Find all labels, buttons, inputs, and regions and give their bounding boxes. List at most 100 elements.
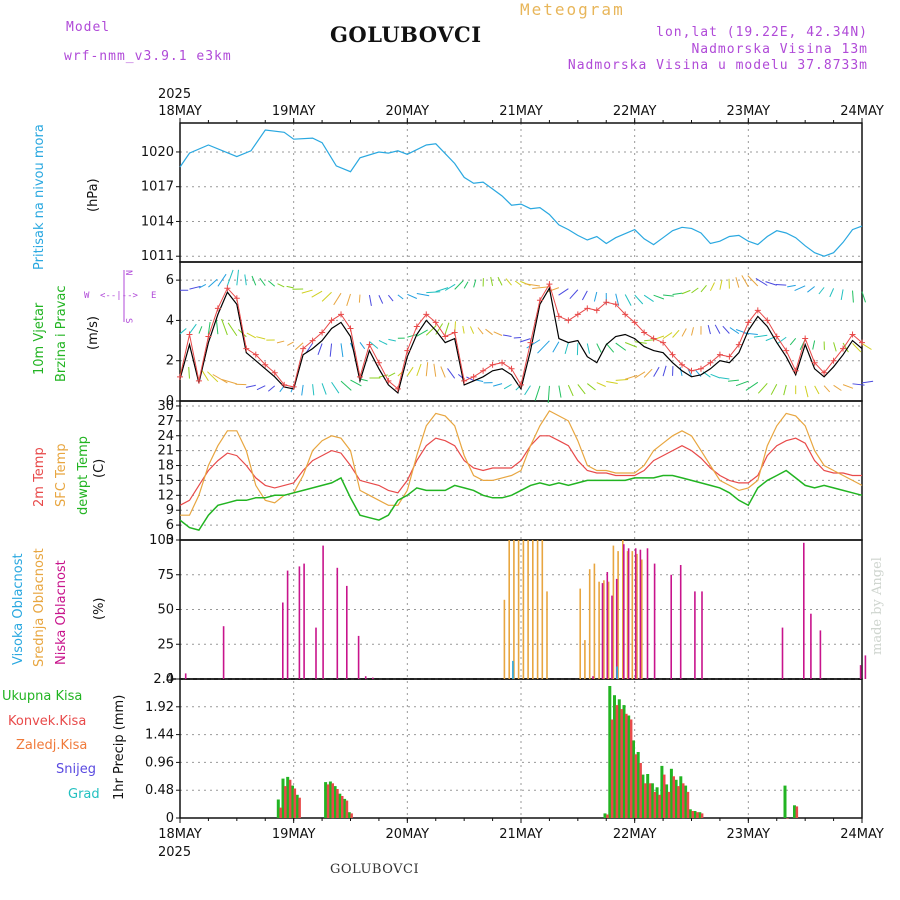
- cloud-unit: (%): [92, 598, 107, 621]
- wind-gust-marker: [754, 307, 761, 314]
- wind-barb: [722, 325, 730, 334]
- total-precip-bar: [328, 781, 332, 818]
- wind-barb: [567, 384, 574, 397]
- conv-precip-bar: [663, 774, 666, 818]
- wind-barb: [643, 294, 654, 303]
- precip-panel-frame: [179, 678, 863, 819]
- wind-barb: [663, 294, 674, 297]
- low-cloud-label: Niska Oblacnost: [54, 560, 69, 665]
- wind-barb: [789, 338, 797, 346]
- conv-precip-bar: [610, 719, 614, 818]
- wind-barb: [406, 366, 414, 377]
- low-cloud-bar: [184, 673, 187, 679]
- wind-barb: [286, 285, 294, 289]
- low-cloud-bar: [336, 567, 339, 679]
- conv-precip-bar: [606, 814, 609, 818]
- wind-barb: [672, 292, 683, 295]
- wind-barb: [221, 379, 237, 385]
- model-label: Model: [66, 20, 111, 35]
- wind-barb: [473, 279, 477, 288]
- high-cloud-label: Visoka Oblacnost: [11, 553, 26, 665]
- compass-west: W: [84, 291, 90, 301]
- temp-tick-label: 24: [157, 429, 174, 444]
- wind-barb: [207, 371, 219, 383]
- wind-gust-marker: [764, 317, 771, 324]
- low-cloud-bar: [627, 548, 630, 679]
- wind-barb: [577, 384, 586, 395]
- conv-precip-bar: [639, 763, 642, 818]
- conv-precip-bar: [648, 783, 652, 819]
- wind-gust-marker: [688, 367, 695, 374]
- low-cloud-bar: [819, 630, 822, 679]
- mid-cloud-bar: [636, 553, 638, 679]
- wind-barb: [823, 385, 831, 393]
- conv-precip-bar: [629, 719, 633, 818]
- wind-barb: [340, 343, 344, 358]
- total-precip-bar: [783, 785, 787, 818]
- wind-barb: [634, 371, 646, 379]
- wind-gust-marker: [650, 335, 657, 342]
- precip-tick-label: 0.96: [145, 755, 174, 770]
- wind-barb: [586, 383, 596, 391]
- pressure-panel-frame: [179, 122, 863, 263]
- low-cloud-bar: [670, 574, 672, 680]
- precip-tick-label: 1.44: [145, 728, 174, 743]
- wind-barb: [757, 382, 768, 394]
- wind-barb: [743, 332, 758, 336]
- total-precip-bar: [627, 715, 631, 818]
- day-label-top: 22MAY: [613, 104, 657, 119]
- wind-gust-marker: [366, 341, 373, 348]
- temp-tick-label: 30: [157, 399, 174, 414]
- conv-precip-bar: [336, 789, 339, 818]
- wind-gust-marker: [783, 347, 790, 354]
- wind-gust-marker: [480, 367, 487, 374]
- wind-barb: [416, 363, 422, 377]
- wind-barb: [526, 339, 541, 349]
- wind-barb: [691, 287, 699, 294]
- total-precip-bar: [674, 779, 678, 818]
- total-precip-bar: [636, 752, 640, 818]
- wind-gust-marker: [716, 351, 723, 358]
- conv-precip-bar: [284, 786, 287, 818]
- mid-cloud-bar: [513, 540, 515, 679]
- wind-gust-marker: [499, 359, 506, 366]
- total-precip-bar: [617, 699, 621, 818]
- conv-precip-bar: [326, 784, 330, 818]
- station-title: GOLUBOVCI: [330, 22, 482, 47]
- conv-precip-bar: [345, 800, 349, 818]
- day-label-bottom: 24MAY: [840, 827, 884, 842]
- cloud-tick-label: 0: [166, 672, 174, 687]
- total-precip-bar: [347, 812, 351, 818]
- wind-compass: W E <--|--> N S: [84, 270, 156, 323]
- wind-gust-marker: [631, 319, 638, 326]
- mid-cloud-bar: [598, 581, 600, 679]
- total-precip-bar: [295, 794, 299, 818]
- pressure-tick-label: 1017: [141, 180, 174, 195]
- sfc-label: SFC Temp: [54, 443, 69, 507]
- wind-gust-marker: [328, 317, 335, 324]
- wind-barb: [388, 372, 396, 377]
- wind-barb: [227, 322, 238, 337]
- wind-barb: [804, 385, 809, 398]
- wind-barb: [818, 287, 825, 295]
- day-label-top: 18MAY: [158, 104, 202, 119]
- wind-barb: [497, 276, 503, 286]
- cloud-panel-labels: Visoka Oblacnost Srednja Oblacnost Niska…: [11, 548, 107, 667]
- frozen-precip-label: Zaledj.Kisa: [16, 738, 87, 753]
- wind-barb: [503, 334, 512, 337]
- wind-barb: [755, 277, 768, 286]
- wind-barb: [777, 336, 787, 344]
- mid-cloud-bar: [517, 540, 520, 679]
- wind-barb: [425, 362, 429, 377]
- wind-barb: [246, 332, 257, 339]
- model-name: wrf-nmm_v3.9.1 e3km: [64, 49, 232, 64]
- wind-barb: [775, 284, 787, 286]
- total-precip-bar: [693, 811, 697, 818]
- wind-barb: [301, 289, 313, 294]
- temp-tick-label: 21: [157, 444, 174, 459]
- wind-barb: [447, 368, 456, 379]
- day-label-top: 21MAY: [499, 104, 543, 119]
- wind-barb: [842, 384, 854, 389]
- wind-barb: [493, 331, 503, 336]
- day-label-bottom: 19MAY: [272, 827, 316, 842]
